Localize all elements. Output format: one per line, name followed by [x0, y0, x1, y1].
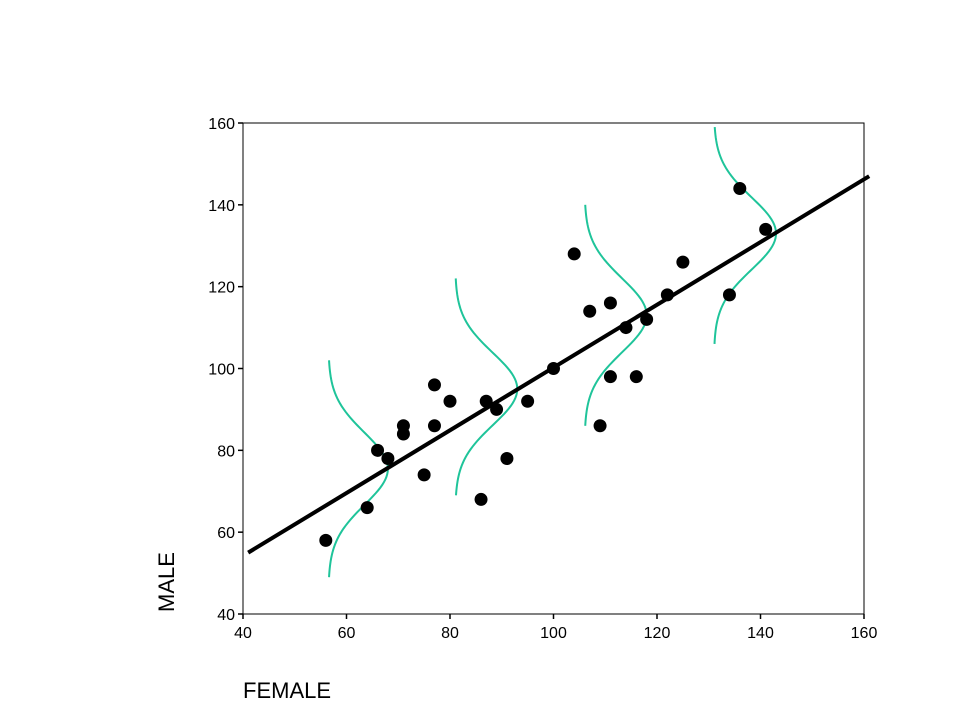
data-point	[547, 362, 560, 375]
regression-line-group	[247, 174, 871, 555]
normal-curve-4	[713, 127, 778, 345]
data-point	[500, 452, 514, 466]
data-point	[660, 288, 674, 302]
normal-curve-2	[454, 278, 519, 496]
x-axis-title: FEMALE	[243, 678, 331, 703]
data-points	[319, 181, 773, 547]
data-point	[676, 255, 690, 269]
data-point	[722, 288, 736, 302]
data-point	[640, 312, 654, 326]
y-tick-label: 120	[208, 280, 235, 297]
data-point	[603, 370, 617, 384]
x-tick-label: 80	[441, 625, 459, 642]
x-tick-label: 60	[338, 625, 356, 642]
y-tick-label: 140	[208, 198, 235, 215]
y-tick-label: 100	[208, 362, 235, 379]
data-point	[521, 394, 535, 408]
axis-ticks: 40 60 80 100 120 140 160 40 60 80 100 120 140 160	[208, 116, 877, 642]
data-point	[371, 443, 385, 457]
data-point	[396, 419, 410, 433]
data-point	[490, 402, 504, 416]
data-point	[583, 304, 597, 318]
data-point	[427, 378, 441, 392]
y-tick-label: 40	[217, 607, 235, 624]
x-tick-label: 160	[851, 625, 878, 642]
x-tick-label: 40	[234, 625, 252, 642]
data-point	[629, 370, 643, 384]
data-point	[443, 394, 457, 408]
data-point	[733, 181, 747, 195]
data-point	[360, 501, 374, 515]
data-point	[567, 247, 581, 261]
data-point	[417, 468, 431, 482]
x-tick-label: 100	[540, 625, 567, 642]
data-point	[319, 533, 333, 547]
y-tick-label: 60	[217, 525, 235, 542]
x-tick-label: 140	[747, 625, 774, 642]
data-point	[479, 394, 493, 408]
x-tick-label: 120	[644, 625, 671, 642]
data-point	[603, 296, 617, 310]
data-point	[381, 452, 395, 466]
y-axis-title: MALE	[154, 552, 179, 612]
data-point	[427, 419, 441, 433]
data-point	[474, 492, 488, 506]
data-point	[619, 321, 633, 335]
y-tick-label: 160	[208, 116, 235, 133]
data-point	[593, 419, 607, 433]
y-tick-label: 80	[217, 443, 235, 460]
regression-line	[247, 174, 871, 555]
normal-curves	[328, 127, 778, 578]
data-point	[759, 222, 773, 236]
normal-curve-1	[328, 360, 389, 578]
